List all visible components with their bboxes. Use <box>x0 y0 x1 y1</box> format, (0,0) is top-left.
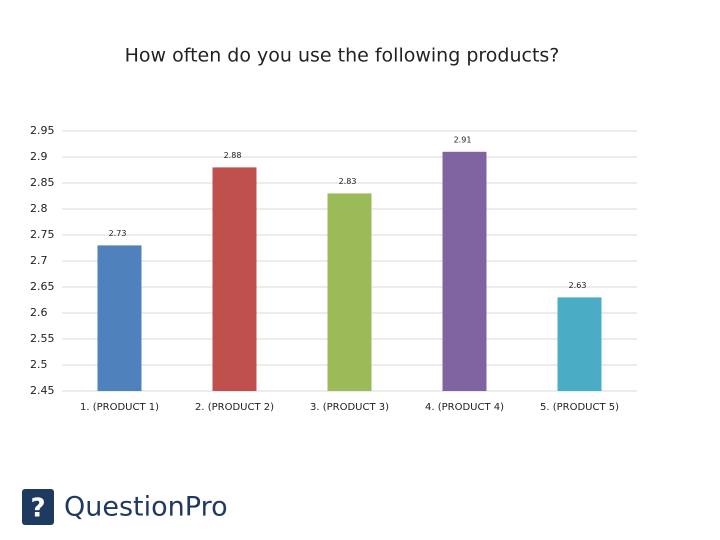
x-tick-label: 4. (PRODUCT 4) <box>425 402 504 413</box>
y-tick-label: 2.7 <box>30 254 48 267</box>
logo-mark: ? <box>30 494 45 524</box>
x-tick-label: 5. (PRODUCT 5) <box>540 402 619 413</box>
bar <box>442 151 487 391</box>
y-tick-label: 2.5 <box>30 358 48 371</box>
y-tick-label: 2.45 <box>30 384 55 397</box>
bar <box>97 245 142 391</box>
value-label: 2.91 <box>454 135 472 144</box>
y-tick-label: 2.75 <box>30 228 55 241</box>
y-tick-label: 2.55 <box>30 332 55 345</box>
bar <box>327 193 372 391</box>
x-tick-label: 1. (PRODUCT 1) <box>80 402 159 413</box>
x-tick-label: 2. (PRODUCT 2) <box>195 402 274 413</box>
y-tick-label: 2.9 <box>30 150 48 163</box>
value-label: 2.63 <box>569 281 587 290</box>
x-tick-label: 3. (PRODUCT 3) <box>310 402 389 413</box>
logo: ? QuestionPro <box>22 489 228 525</box>
chart-title: How often do you use the following produ… <box>125 45 560 67</box>
y-tick-label: 2.8 <box>30 202 48 215</box>
bar <box>557 297 602 391</box>
y-tick-label: 2.6 <box>30 306 48 319</box>
logo-icon <box>22 489 54 525</box>
value-label: 2.83 <box>339 177 357 186</box>
logo-text: QuestionPro <box>64 492 228 523</box>
y-tick-label: 2.95 <box>30 124 55 137</box>
value-label: 2.73 <box>109 229 127 238</box>
y-tick-label: 2.65 <box>30 280 55 293</box>
bar <box>212 167 257 391</box>
value-label: 2.88 <box>224 151 242 160</box>
y-tick-label: 2.85 <box>30 176 55 189</box>
